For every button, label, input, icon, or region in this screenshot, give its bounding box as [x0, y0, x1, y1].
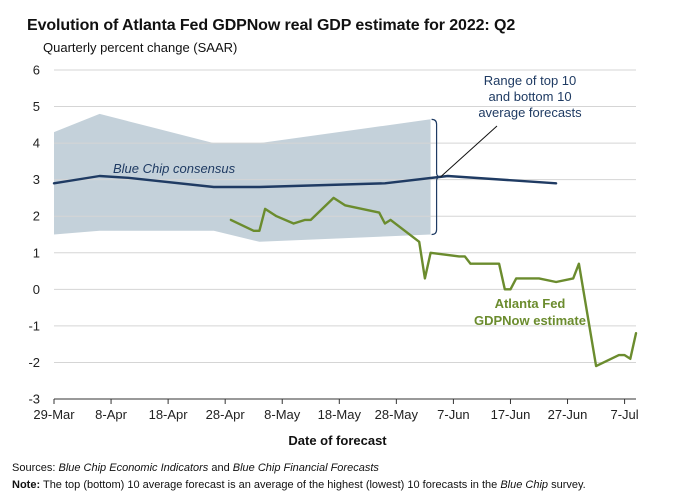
range-annotation-line: Range of top 10 [484, 73, 577, 88]
y-tick-label: -2 [28, 355, 40, 370]
y-tick-label: 2 [33, 209, 40, 224]
y-tick-label: -3 [28, 392, 40, 407]
y-tick-label: 0 [33, 282, 40, 297]
x-axis-label: Date of forecast [288, 433, 387, 448]
y-tick-label: 5 [33, 99, 40, 114]
sources-label: Sources: [12, 462, 56, 474]
y-tick-label: 3 [33, 172, 40, 187]
x-tick-label: 7-Jun [437, 407, 470, 422]
x-tick-label: 7-Jul [610, 407, 638, 422]
sources-part-1: Blue Chip Economic Indicators [58, 462, 209, 474]
y-tick-label: 4 [33, 136, 40, 151]
sources-part-2: and [208, 462, 233, 474]
note-part-3: survey. [548, 479, 586, 491]
note-part-1: The top (bottom) 10 average forecast is … [42, 479, 501, 491]
gdpnow-annotation-line: GDPNow estimate [474, 313, 586, 328]
x-tick-label: 18-May [318, 407, 362, 422]
x-tick-label: 18-Apr [149, 407, 189, 422]
x-tick-label: 28-Apr [206, 407, 246, 422]
range-annotation-line: average forecasts [478, 105, 582, 120]
sources-part-3: Blue Chip Financial Forecasts [232, 462, 379, 474]
range-label-leader [440, 125, 498, 178]
chart-subtitle: Quarterly percent change (SAAR) [43, 40, 238, 55]
note-part-2: Blue Chip [500, 479, 549, 491]
x-tick-label: 17-Jun [491, 407, 531, 422]
gdpnow-annotation-line: Atlanta Fed [495, 296, 566, 311]
sources-line: Sources: Blue Chip Economic Indicators a… [12, 462, 379, 474]
y-tick-label: 1 [33, 245, 40, 260]
consensus-annotation-line: Blue Chip consensus [113, 161, 236, 176]
x-tick-label: 27-Jun [548, 407, 588, 422]
x-tick-label: 8-May [264, 407, 301, 422]
y-tick-label: 6 [33, 63, 40, 78]
gdpnow-estimate-line [229, 196, 638, 368]
forecast-range-band [54, 113, 431, 242]
x-tick-label: 29-Mar [33, 407, 75, 422]
x-tick-label: 28-May [375, 407, 419, 422]
consensus-annotation: Blue Chip consensus [113, 161, 236, 176]
gdpnow-annotation: Atlanta Fed GDPNow estimate [474, 296, 586, 328]
note-line: Note: The top (bottom) 10 average foreca… [12, 479, 586, 491]
chart-title: Evolution of Atlanta Fed GDPNow real GDP… [27, 17, 516, 34]
range-bracket [431, 118, 441, 236]
note-label: Note: [12, 479, 41, 491]
y-tick-label: -1 [28, 318, 40, 333]
range-annotation-line: and bottom 10 [488, 89, 571, 104]
range-annotation: Range of top 10 and bottom 10 average fore… [478, 73, 582, 120]
x-tick-label: 8-Apr [95, 407, 127, 422]
blue-chip-consensus-line [52, 174, 558, 189]
